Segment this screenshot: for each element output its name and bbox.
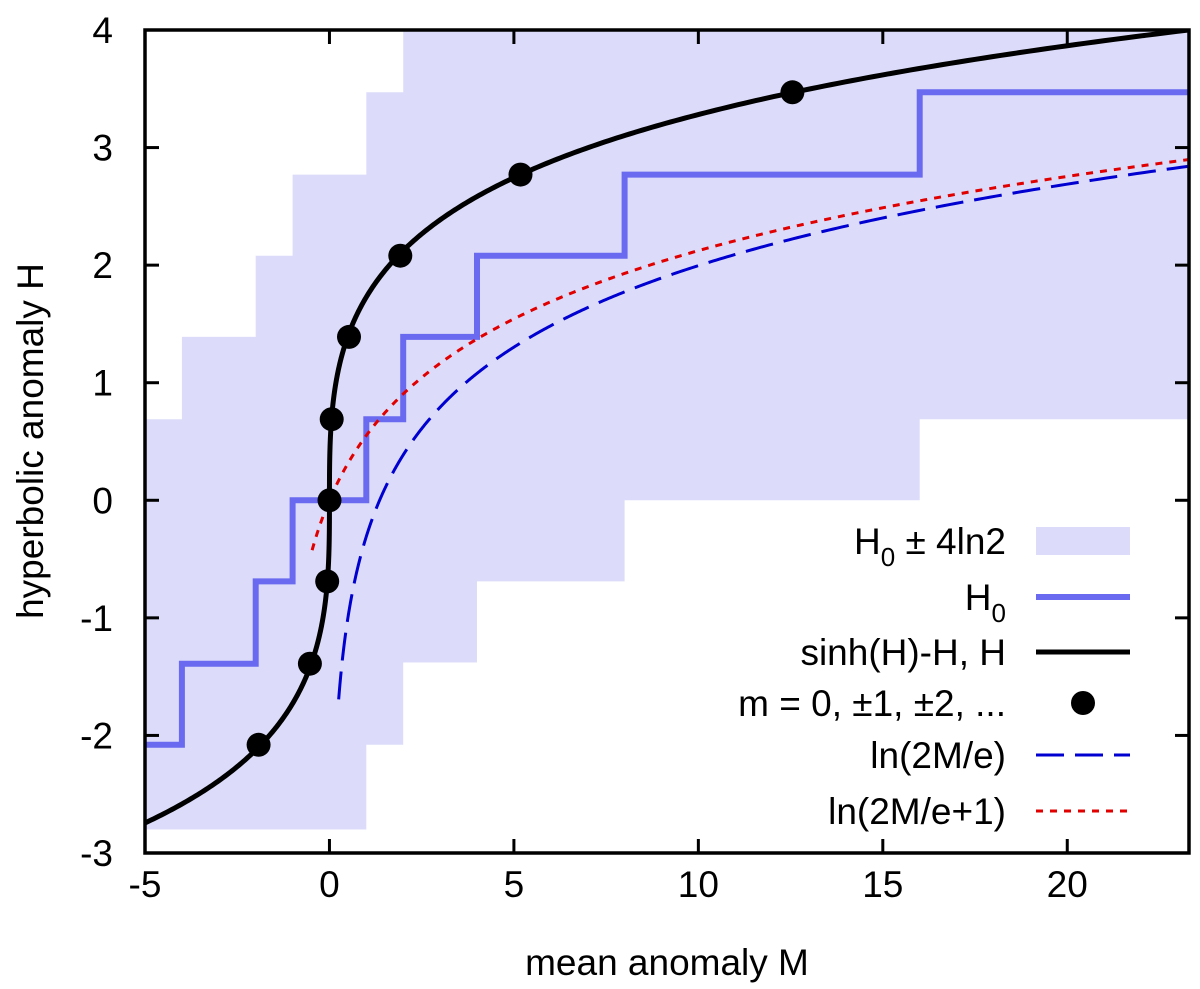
step-layer (145, 89, 1189, 748)
legend-label: H0 ± 4ln2 (854, 521, 1006, 572)
x-tick-label: 20 (1047, 864, 1088, 905)
data-point-m-6 (388, 243, 413, 268)
data-point-m-2 (315, 569, 340, 594)
x-tick-label: 0 (319, 864, 340, 905)
x-tick-label: 10 (678, 864, 719, 905)
y-tick-label: -2 (80, 715, 113, 756)
legend-label: sinh(H)-H, H (800, 632, 1006, 673)
data-point-m-1 (297, 651, 322, 676)
legend-swatch-band (1036, 527, 1130, 555)
legend-swatch-point (1071, 691, 1095, 715)
x-tick-label: 5 (504, 864, 525, 905)
x-axis-label: mean anomaly M (525, 942, 809, 983)
data-point-m-0 (246, 732, 271, 757)
y-tick-label: 2 (92, 245, 113, 286)
data-point-m-8 (780, 80, 805, 105)
series-h0-step (145, 89, 1189, 748)
y-tick-label: 4 (92, 10, 113, 51)
legend-label: ln(2M/e+1) (828, 791, 1006, 832)
series-ln-2m-e-plus-1 (310, 158, 1189, 551)
data-point-m-3 (317, 488, 342, 513)
y-tick-label: 0 (92, 480, 113, 521)
y-tick-label: 3 (92, 128, 113, 169)
axis-ticks: -5 0 5 10 15 20 -3 -2 -1 0 1 2 3 4 (80, 10, 1189, 905)
y-tick-label: -1 (80, 598, 113, 639)
points-layer (246, 80, 805, 757)
y-tick-label: -3 (80, 833, 113, 874)
legend-label: m = 0, ±1, ±2, ... (738, 683, 1006, 724)
data-point-m-4 (319, 407, 344, 432)
series-ln-2m-e (337, 164, 1189, 700)
y-axis-label: hyperbolic anomaly H (10, 263, 51, 619)
plot-frame (143, 28, 1191, 855)
y-tick-label: 1 (92, 363, 113, 404)
data-point-m-5 (337, 324, 361, 349)
data-point-m-7 (508, 162, 533, 187)
series-band-h0-pm-4ln2 (145, 30, 1189, 830)
legend-label: ln(2M/e) (870, 735, 1006, 776)
x-tick-label: -5 (129, 864, 162, 905)
band-layer (145, 30, 1189, 830)
legend-label: H0 (965, 577, 1006, 628)
x-tick-label: 15 (862, 864, 903, 905)
